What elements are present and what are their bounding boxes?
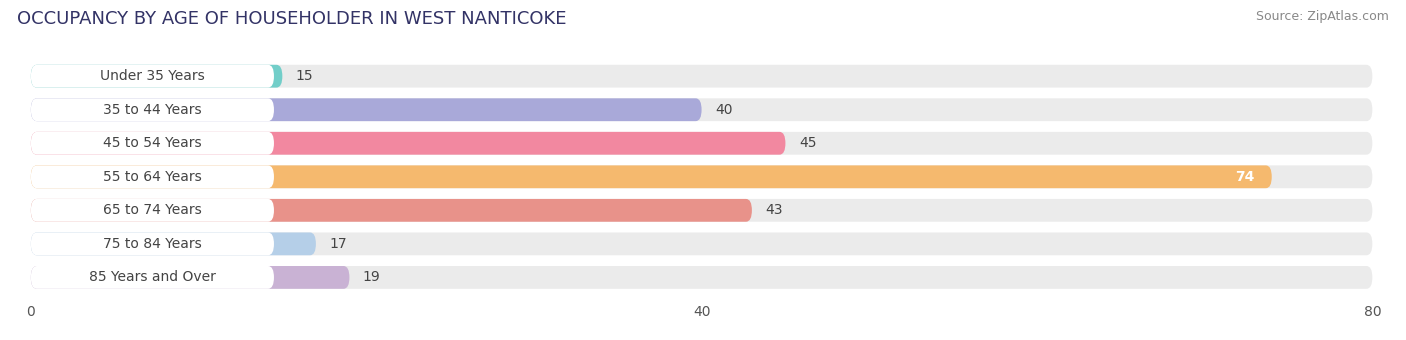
FancyBboxPatch shape (31, 165, 1372, 188)
Text: 19: 19 (363, 270, 381, 284)
Text: 75 to 84 Years: 75 to 84 Years (103, 237, 202, 251)
FancyBboxPatch shape (31, 165, 274, 188)
FancyBboxPatch shape (31, 233, 316, 255)
Text: 17: 17 (329, 237, 347, 251)
FancyBboxPatch shape (31, 132, 1372, 155)
Text: Source: ZipAtlas.com: Source: ZipAtlas.com (1256, 10, 1389, 23)
Text: 74: 74 (1236, 170, 1256, 184)
Text: Under 35 Years: Under 35 Years (100, 69, 205, 83)
FancyBboxPatch shape (31, 266, 274, 289)
Text: OCCUPANCY BY AGE OF HOUSEHOLDER IN WEST NANTICOKE: OCCUPANCY BY AGE OF HOUSEHOLDER IN WEST … (17, 10, 567, 28)
Text: 45 to 54 Years: 45 to 54 Years (103, 136, 201, 150)
FancyBboxPatch shape (31, 199, 752, 222)
FancyBboxPatch shape (31, 65, 274, 88)
Text: 55 to 64 Years: 55 to 64 Years (103, 170, 202, 184)
FancyBboxPatch shape (31, 266, 1372, 289)
Text: 65 to 74 Years: 65 to 74 Years (103, 203, 202, 217)
FancyBboxPatch shape (31, 132, 786, 155)
FancyBboxPatch shape (31, 65, 1372, 88)
FancyBboxPatch shape (31, 98, 702, 121)
FancyBboxPatch shape (31, 65, 283, 88)
FancyBboxPatch shape (31, 266, 350, 289)
Text: 40: 40 (716, 103, 733, 117)
Text: 85 Years and Over: 85 Years and Over (89, 270, 217, 284)
FancyBboxPatch shape (31, 98, 274, 121)
Text: 15: 15 (295, 69, 314, 83)
FancyBboxPatch shape (31, 98, 1372, 121)
FancyBboxPatch shape (31, 199, 274, 222)
Text: 35 to 44 Years: 35 to 44 Years (103, 103, 201, 117)
FancyBboxPatch shape (31, 165, 1272, 188)
FancyBboxPatch shape (31, 199, 1372, 222)
FancyBboxPatch shape (31, 233, 274, 255)
Text: 45: 45 (799, 136, 817, 150)
Text: 43: 43 (765, 203, 783, 217)
FancyBboxPatch shape (31, 132, 274, 155)
FancyBboxPatch shape (31, 233, 1372, 255)
